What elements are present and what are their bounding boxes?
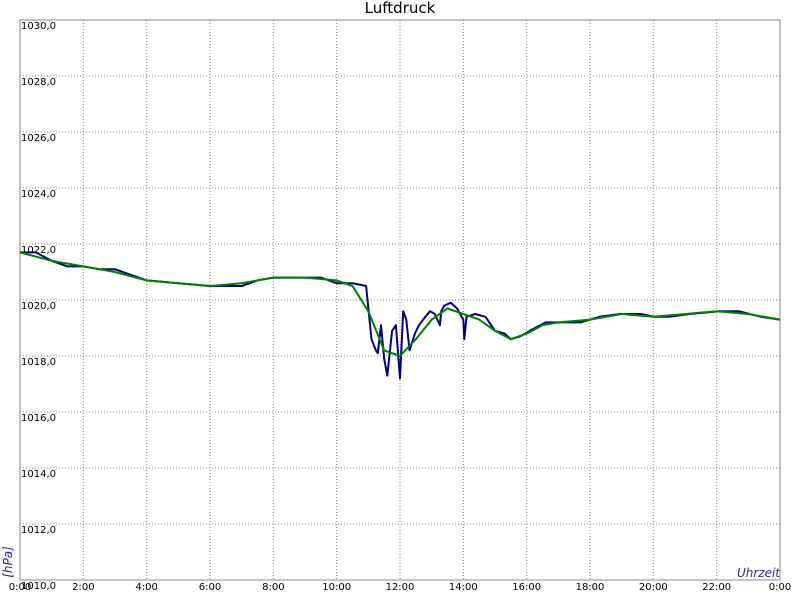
chart-title: Luftdruck [365,0,436,17]
x-tick-label: 20:00 [639,582,668,593]
y-tick-label: 1020,0 [21,301,56,312]
x-tick-label: 22:00 [702,582,731,593]
x-tick-label: 2:00 [72,582,94,593]
y-tick-label: 1016,0 [21,413,56,424]
plot-frame [19,19,781,581]
y-axis-label: [hPa] [1,546,15,578]
y-tick-label: 1026,0 [21,133,56,144]
x-tick-label: 12:00 [386,582,415,593]
x-tick-label: 6:00 [199,582,221,593]
x-tick-label: 10:00 [322,582,351,593]
line-series [20,251,781,380]
x-tick-label: 18:00 [576,582,605,593]
line-series [19,251,781,357]
y-tick-label: 1012,0 [21,525,56,536]
x-tick-label: 0:00 [9,582,31,593]
y-tick-label: 1010,0 [21,581,56,592]
x-tick-label: 4:00 [135,582,157,593]
y-tick-label: 1014,0 [21,469,56,480]
y-tick-label: 1024,0 [21,189,56,200]
x-tick-label: 16:00 [512,582,541,593]
x-tick-label: 14:00 [449,582,478,593]
x-tick-label: 0:00 [769,582,791,593]
x-tick-label: 8:00 [262,582,284,593]
y-tick-label: 1018,0 [21,357,56,368]
x-axis-label: Uhrzeit [737,566,781,580]
y-tick-label: 1030,0 [21,21,56,32]
y-tick-label: 1022,0 [21,245,56,256]
y-tick-label: 1028,0 [21,77,56,88]
